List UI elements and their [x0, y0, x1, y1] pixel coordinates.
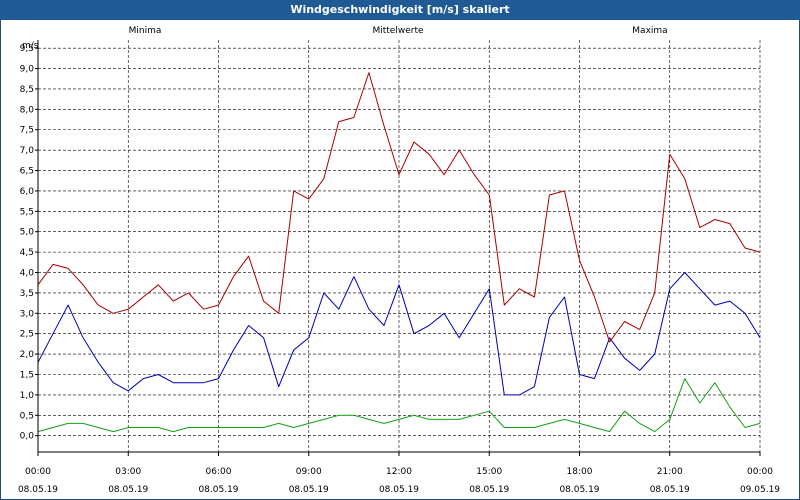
y-tick-label: 6,0 [20, 187, 35, 197]
legend-maxima: Maxima [632, 26, 667, 36]
y-tick-label: 1,0 [20, 391, 35, 401]
y-tick-label: 7,5 [20, 126, 34, 136]
y-tick-label: 5,0 [20, 228, 35, 238]
x-tick-time-label: 09:00 [296, 467, 322, 477]
x-tick-time-label: 15:00 [476, 467, 502, 477]
y-tick-label: 8,5 [20, 85, 34, 95]
x-tick-time-label: 00:00 [747, 467, 773, 477]
y-tick-label: 2,0 [20, 350, 35, 360]
series-line-minima [37, 378, 761, 433]
series-line-maxima [37, 72, 761, 343]
series-lines [37, 72, 761, 433]
x-tick-date-label: 08.05.19 [650, 485, 690, 495]
x-tick-date-label: 08.05.19 [559, 485, 599, 495]
y-tick-label: 0,0 [20, 432, 35, 442]
y-tick-label: 0,5 [20, 411, 34, 421]
x-tick-time-label: 06:00 [206, 467, 232, 477]
y-tick-label: 9,5 [20, 44, 34, 54]
y-tick-label: 3,0 [20, 309, 35, 319]
x-tick-time-label: 18:00 [567, 467, 593, 477]
y-axis-ticks: 0,0 0,5 1,0 1,5 2,0 2,5 3,0 3,5 4,0 4,5 5,0 5,5 6,0 6… [20, 44, 38, 442]
x-tick-date-label: 08.05.19 [108, 485, 148, 495]
y-tick-label: 8,0 [20, 105, 35, 115]
series-line-mittelwerte [37, 272, 761, 396]
x-tick-date-label: 09.05.19 [740, 485, 780, 495]
x-axis-ticks: 00:00 08.05.19 03:00 08.05.19 06:00 08.05.19 0… [18, 452, 780, 495]
legend-mittelwerte: Mittelwerte [372, 26, 423, 36]
y-axis-label: m/s [22, 41, 39, 51]
x-tick-time-label: 03:00 [115, 467, 141, 477]
y-tick-label: 3,5 [20, 289, 34, 299]
grid-lines [38, 40, 761, 452]
x-tick-date-label: 08.05.19 [18, 485, 58, 495]
x-tick-time-label: 00:00 [25, 467, 51, 477]
window-title: Windgeschwindigkeit [m/s] skaliert [0, 0, 800, 20]
y-tick-label: 5,5 [20, 207, 34, 217]
x-tick-date-label: 08.05.19 [379, 485, 419, 495]
y-tick-label: 1,5 [20, 370, 34, 380]
legend-minima: Minima [129, 26, 162, 36]
x-tick-time-label: 21:00 [657, 467, 683, 477]
x-tick-date-label: 08.05.19 [198, 485, 238, 495]
y-tick-label: 2,5 [20, 330, 34, 340]
y-tick-label: 4,5 [20, 248, 34, 258]
x-tick-time-label: 12:00 [386, 467, 412, 477]
x-tick-date-label: 08.05.19 [289, 485, 329, 495]
y-tick-label: 6,5 [20, 167, 34, 177]
y-tick-label: 9,0 [20, 65, 35, 75]
y-tick-label: 7,0 [20, 146, 35, 156]
x-tick-date-label: 08.05.19 [469, 485, 509, 495]
y-tick-label: 4,0 [20, 269, 35, 279]
